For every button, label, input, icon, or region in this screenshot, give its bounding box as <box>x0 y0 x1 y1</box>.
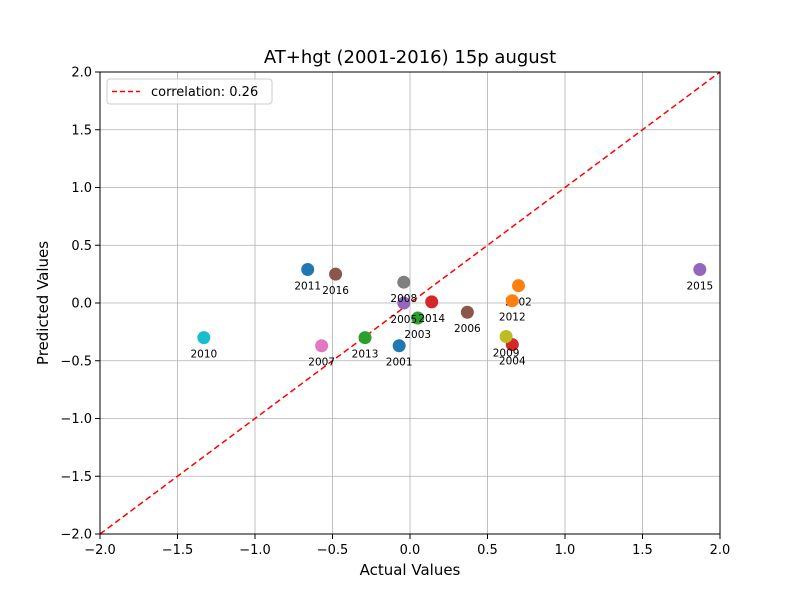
data-point-2013 <box>358 331 372 345</box>
y-axis-ticks: −2.0 −1.5 −1.0 −0.5 0.0 0.5 1.0 1.5 2.0 <box>60 66 100 543</box>
y-tick-label: 2.0 <box>71 66 92 81</box>
data-point-2009 <box>499 329 513 343</box>
x-tick-label: −1.5 <box>162 543 194 558</box>
point-label-2015: 2015 <box>686 281 713 293</box>
data-point-2010 <box>197 331 211 345</box>
x-axis-title: Actual Values <box>360 561 461 579</box>
point-label-2010: 2010 <box>190 349 217 361</box>
x-axis-ticks: −2.0 −1.5 −1.0 −0.5 0.0 0.5 1.0 1.5 2.0 <box>84 534 730 558</box>
legend: correlation: 0.26 <box>106 78 273 105</box>
y-tick-label: 0.5 <box>71 239 92 254</box>
legend-label: correlation: 0.26 <box>151 85 258 100</box>
data-point-2006 <box>460 305 474 319</box>
data-point-2014 <box>425 295 439 309</box>
data-point-2007 <box>315 339 329 353</box>
data-point-2012 <box>505 294 519 308</box>
y-tick-label: −0.5 <box>60 354 92 369</box>
y-tick-label: 0.0 <box>71 297 92 312</box>
data-point-2002 <box>512 279 525 293</box>
point-label-2013: 2013 <box>352 349 379 361</box>
point-label-2016: 2016 <box>322 285 349 297</box>
y-tick-label: 1.0 <box>71 181 92 196</box>
point-label-2004: 2004 <box>499 356 526 368</box>
data-point-2016 <box>329 267 343 281</box>
point-label-2007: 2007 <box>308 357 335 369</box>
point-label-2014: 2014 <box>418 313 445 325</box>
reference-line-layer <box>99 71 721 535</box>
x-tick-label: −0.5 <box>317 543 349 558</box>
data-point-2003 <box>411 311 425 325</box>
x-tick-label: −2.0 <box>84 543 116 558</box>
data-point-2008 <box>397 275 411 289</box>
y-tick-label: −1.0 <box>60 412 92 427</box>
point-label-2005: 2005 <box>390 314 417 326</box>
x-tick-label: 2.0 <box>710 543 731 558</box>
x-tick-label: 0.0 <box>400 543 421 558</box>
point-label-2003: 2003 <box>404 329 431 341</box>
y-axis-title: Predicted Values <box>34 241 52 365</box>
point-label-2012: 2012 <box>499 312 526 324</box>
data-point-2011 <box>301 263 315 277</box>
y-tick-label: −1.5 <box>60 470 92 485</box>
x-tick-label: 0.5 <box>477 543 498 558</box>
point-label-2011: 2011 <box>294 281 321 293</box>
data-point-2005 <box>397 296 411 310</box>
x-tick-label: −1.0 <box>239 543 271 558</box>
point-label-2006: 2006 <box>454 323 481 335</box>
point-label-2001: 2001 <box>386 357 413 369</box>
data-point-2015 <box>693 263 707 277</box>
correlation-reference-line <box>99 71 721 535</box>
data-points: 2001200220032004200520062007200820092010… <box>190 263 713 369</box>
x-tick-label: 1.0 <box>555 543 576 558</box>
point-label-2009: 2009 <box>493 347 520 359</box>
y-tick-label: −2.0 <box>60 528 92 543</box>
chart-title: AT+hgt (2001-2016) 15p august <box>264 47 556 68</box>
data-point-2001 <box>392 339 406 353</box>
point-label-2008: 2008 <box>390 293 417 305</box>
legend-box <box>106 78 273 105</box>
x-tick-label: 1.5 <box>632 543 653 558</box>
y-tick-label: 1.5 <box>71 123 92 138</box>
